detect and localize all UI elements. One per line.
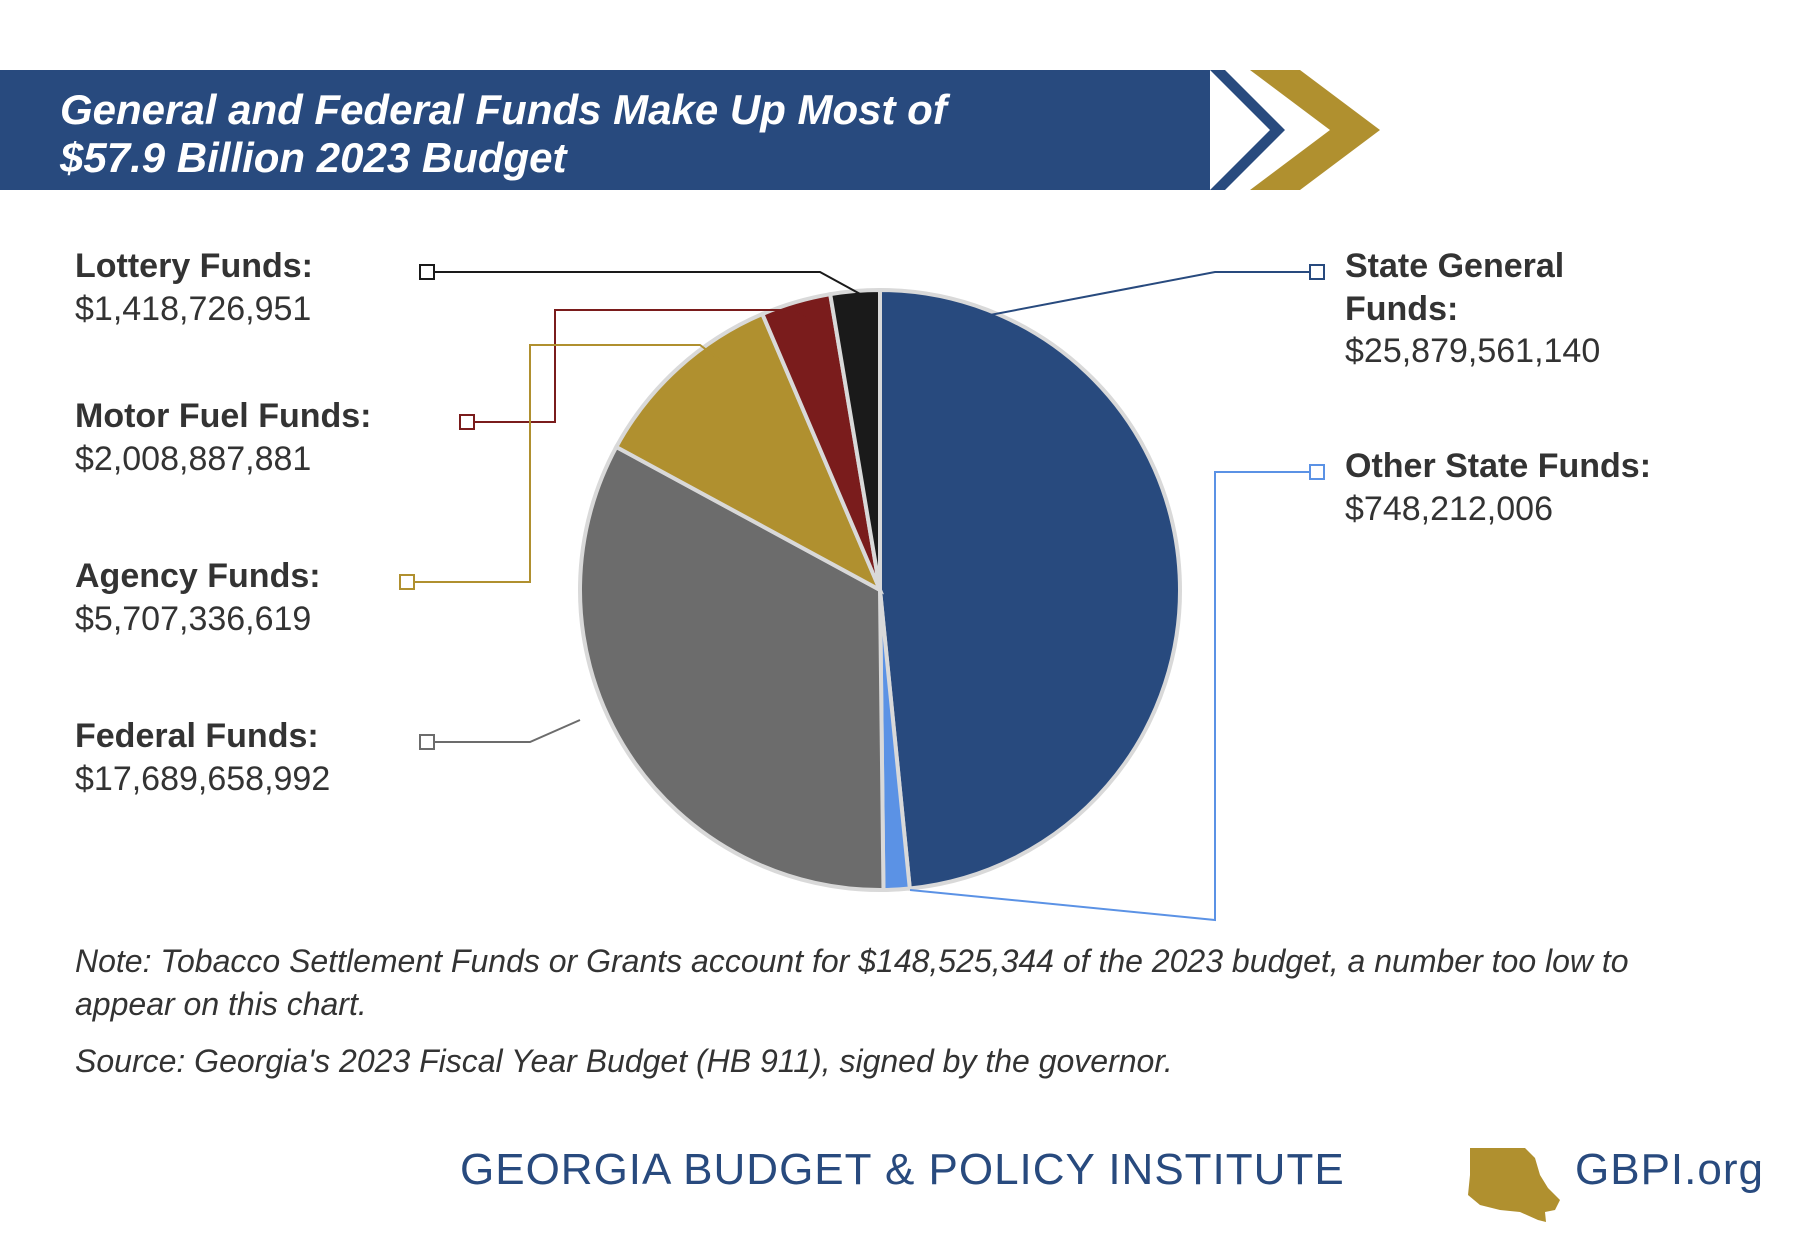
motor_fuel_leader <box>467 310 810 422</box>
pie-slice-other_state <box>880 590 910 890</box>
pie-slice-lottery <box>830 290 880 590</box>
note-tobacco: Note: Tobacco Settlement Funds or Grants… <box>75 940 1715 1026</box>
stategen_leader-marker <box>1310 265 1324 279</box>
label-motor-fuel-value: $2,008,887,881 <box>75 440 311 478</box>
note-source: Source: Georgia's 2023 Fiscal Year Budge… <box>75 1040 1715 1083</box>
pie-slice-state_general <box>880 290 1180 889</box>
label-agency: Agency Funds: $5,707,336,619 <box>75 555 321 640</box>
lottery_leader <box>427 272 862 295</box>
label-agency-name: Agency Funds: <box>75 557 321 595</box>
label-motor-fuel: Motor Fuel Funds: $2,008,887,881 <box>75 395 372 480</box>
pie-slice-agency <box>616 314 880 590</box>
agency_leader-marker <box>400 575 414 589</box>
title-text: General and Federal Funds Make Up Most o… <box>60 86 1160 183</box>
stategen_leader <box>990 272 1317 315</box>
label-lottery-name: Lottery Funds: <box>75 247 313 285</box>
label-federal-name: Federal Funds: <box>75 717 319 755</box>
label-federal-value: $17,689,658,992 <box>75 760 330 798</box>
title-line2: $57.9 Billion 2023 Budget <box>60 134 567 181</box>
lottery_leader-marker <box>420 265 434 279</box>
label-state-general-name2: Funds: <box>1345 290 1458 328</box>
title-line1: General and Federal Funds Make Up Most o… <box>60 86 947 133</box>
label-federal: Federal Funds: $17,689,658,992 <box>75 715 330 800</box>
label-motor-fuel-name: Motor Fuel Funds: <box>75 397 372 435</box>
agency_leader <box>407 345 720 582</box>
label-state-general-name1: State General <box>1345 247 1564 285</box>
federal_leader <box>427 720 580 742</box>
otherstate_leader-marker <box>1310 465 1324 479</box>
label-other-state-name: Other State Funds: <box>1345 447 1651 485</box>
label-other-state: Other State Funds: $748,212,006 <box>1345 445 1651 530</box>
label-lottery-value: $1,418,726,951 <box>75 290 311 328</box>
otherstate_leader <box>910 472 1317 920</box>
label-agency-value: $5,707,336,619 <box>75 600 311 638</box>
pie-slice-motor_fuel <box>762 294 880 590</box>
federal_leader-marker <box>420 735 434 749</box>
label-lottery: Lottery Funds: $1,418,726,951 <box>75 245 313 330</box>
footer-site: GBPI.org <box>1575 1145 1764 1195</box>
pie-slice-federal <box>580 447 883 890</box>
motor_fuel_leader-marker <box>460 415 474 429</box>
label-state-general: State General Funds: $25,879,561,140 <box>1345 245 1600 373</box>
footer-org: GEORGIA BUDGET & POLICY INSTITUTE <box>460 1145 1345 1195</box>
label-other-state-value: $748,212,006 <box>1345 490 1553 528</box>
label-state-general-value: $25,879,561,140 <box>1345 332 1600 370</box>
